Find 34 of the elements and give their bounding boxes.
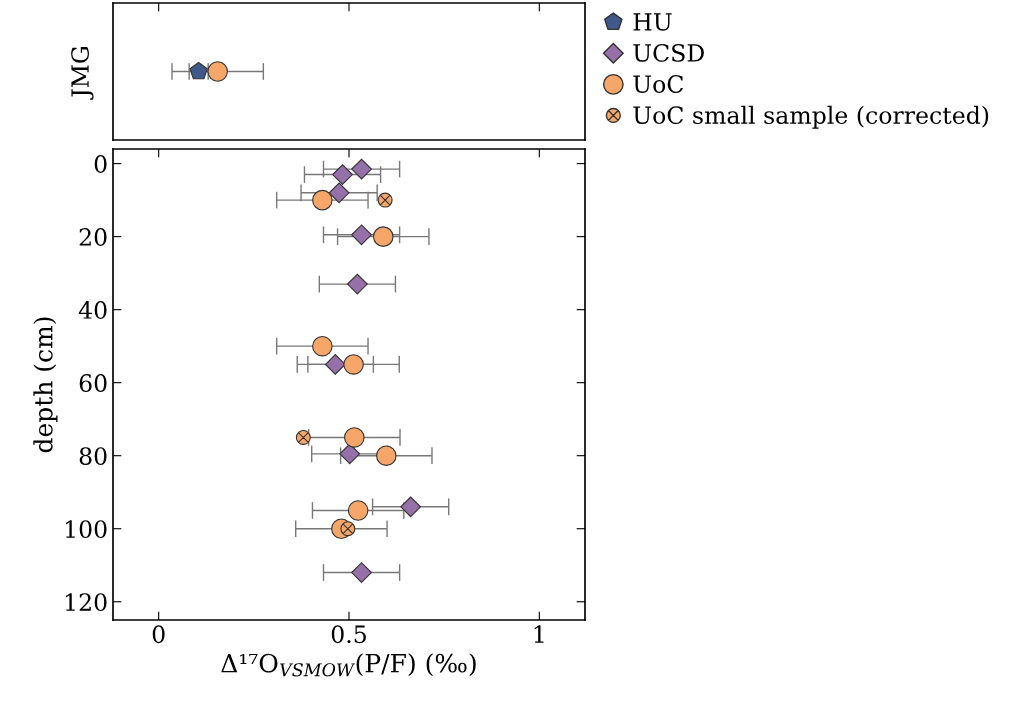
point [328, 182, 350, 204]
y-tick-label: 100 [65, 520, 107, 539]
point [312, 189, 333, 211]
point [346, 273, 368, 295]
point [377, 192, 393, 208]
y-tick-label: 40 [78, 301, 107, 319]
point [351, 224, 372, 246]
point [372, 226, 394, 247]
point [351, 158, 372, 180]
y-tick-label: 0 [94, 155, 107, 173]
point [312, 335, 333, 357]
y-tick-label: 80 [79, 447, 107, 465]
y-axis-title: depth (cm) [33, 317, 58, 453]
y-tick-label: 20 [79, 228, 107, 246]
x-tick-label: 0.5 [331, 625, 366, 644]
point [339, 443, 361, 465]
point [400, 496, 422, 518]
y-tick-label: 120 [65, 593, 107, 612]
point [347, 500, 369, 521]
point [376, 445, 397, 466]
x-axis-title: Δ¹⁷O$_{VSMOW}$(P/F) (‰) [221, 653, 476, 677]
point [343, 354, 364, 375]
legend-label: HU [633, 13, 672, 31]
legend-label: UoC [633, 75, 683, 93]
point [332, 164, 353, 185]
x-tick-label: 1 [534, 625, 544, 643]
point [351, 562, 372, 583]
point [324, 354, 346, 375]
y-tick-label: 60 [79, 374, 107, 392]
legend-label: UoC small sample (corrected) [633, 105, 989, 129]
x-tick-label: 0 [152, 625, 165, 644]
y-tick-label: JMG [71, 47, 94, 100]
legend-label: UCSD [633, 43, 704, 62]
point [344, 427, 365, 448]
